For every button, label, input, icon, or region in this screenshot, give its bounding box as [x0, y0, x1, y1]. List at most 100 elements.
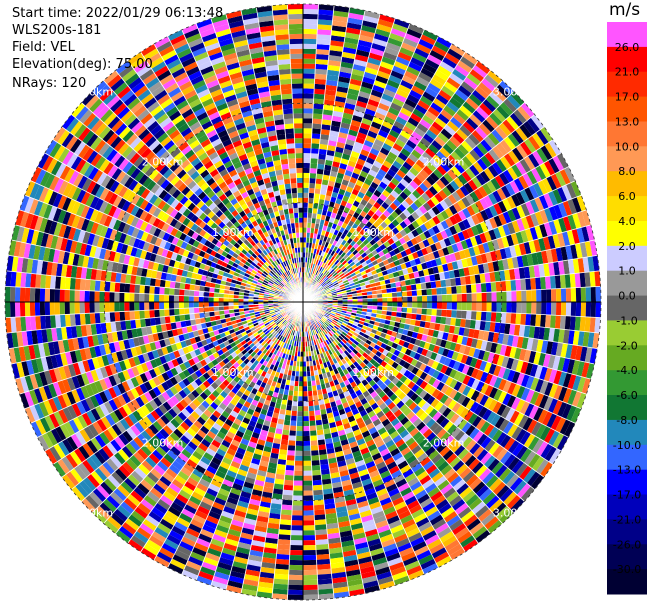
velocity-gate [162, 425, 174, 436]
velocity-gate [368, 351, 376, 359]
velocity-gate [284, 414, 292, 421]
velocity-gate [340, 346, 347, 353]
velocity-gate [400, 147, 411, 158]
velocity-gate [208, 510, 222, 520]
velocity-gate [148, 378, 157, 389]
velocity-gate [548, 430, 560, 446]
velocity-gate [567, 214, 577, 230]
velocity-gate [524, 403, 535, 417]
velocity-gate [354, 490, 366, 499]
velocity-gate [528, 325, 536, 339]
velocity-gate [89, 382, 99, 395]
velocity-gate [468, 458, 481, 471]
velocity-gate [249, 342, 255, 349]
velocity-gate [418, 182, 429, 193]
velocity-gate [343, 241, 350, 248]
velocity-gate [273, 325, 279, 331]
velocity-gate [460, 81, 475, 94]
velocity-gate [480, 282, 487, 293]
velocity-gate [565, 245, 573, 260]
velocity-gate [323, 340, 328, 347]
velocity-gate [361, 261, 368, 268]
velocity-gate [347, 508, 360, 516]
velocity-gate [75, 483, 89, 499]
velocity-gate [471, 176, 483, 189]
velocity-gate [440, 229, 449, 240]
velocity-gate [423, 383, 433, 393]
velocity-gate [393, 409, 403, 418]
velocity-gate [516, 372, 525, 386]
velocity-gate [463, 514, 478, 527]
velocity-gate [423, 220, 432, 230]
velocity-gate [447, 438, 458, 450]
velocity-gate [334, 100, 346, 108]
velocity-gate [316, 327, 321, 333]
velocity-gate [470, 367, 480, 379]
velocity-gate [359, 170, 369, 179]
velocity-gate [408, 401, 418, 411]
velocity-gate [393, 173, 403, 183]
velocity-gate [447, 48, 463, 61]
velocity-gate [348, 12, 364, 21]
velocity-gate [550, 415, 562, 431]
velocity-gate [457, 220, 467, 232]
velocity-gate [567, 374, 577, 390]
velocity-gate [520, 387, 531, 401]
velocity-gate [477, 263, 485, 274]
velocity-gate [336, 510, 349, 518]
velocity-gate [364, 108, 376, 117]
velocity-gate [496, 448, 508, 462]
velocity-gate [345, 498, 357, 506]
velocity-gate [424, 321, 431, 329]
velocity-gate [487, 331, 495, 343]
velocity-gate [349, 233, 357, 241]
velocity-gate [414, 545, 430, 557]
velocity-gate [520, 141, 533, 156]
velocity-gate [442, 535, 458, 548]
velocity-gate [148, 438, 159, 450]
velocity-gate [337, 136, 347, 144]
velocity-gate [404, 472, 417, 483]
velocity-gate [275, 473, 285, 480]
velocity-gate [440, 316, 447, 325]
velocity-gate [479, 197, 489, 210]
velocity-gate [359, 509, 373, 518]
velocity-gate [367, 152, 378, 161]
velocity-gate [376, 524, 391, 534]
velocity-gate [317, 568, 332, 575]
velocity-gate [444, 217, 454, 228]
velocity-gate [443, 468, 456, 480]
velocity-gate [330, 472, 341, 479]
velocity-gate [318, 588, 334, 595]
velocity-gate [432, 250, 440, 259]
velocity-gate [290, 415, 297, 421]
velocity-gate [300, 346, 303, 352]
velocity-gate [90, 437, 103, 451]
velocity-gate [156, 551, 173, 564]
velocity-gate [254, 525, 268, 533]
velocity-gate [311, 380, 317, 386]
velocity-gate [451, 243, 459, 253]
velocity-gate [175, 493, 189, 505]
velocity-gate [393, 18, 410, 29]
velocity-gate [44, 448, 58, 465]
velocity-gate [546, 175, 558, 191]
velocity-gate [272, 315, 278, 320]
velocity-gate [318, 449, 328, 456]
velocity-gate [377, 102, 390, 112]
velocity-gate [107, 474, 121, 489]
velocity-gate [190, 423, 200, 434]
velocity-gate [118, 525, 134, 540]
velocity-gate [336, 330, 342, 336]
velocity-gate [491, 161, 503, 175]
velocity-gate [379, 125, 391, 134]
velocity-gate [303, 83, 315, 89]
velocity-gate [336, 311, 342, 315]
velocity-gate [527, 153, 540, 168]
velocity-gate [371, 452, 382, 461]
velocity-gate [368, 245, 376, 253]
velocity-gate [402, 125, 414, 136]
velocity-gate [235, 402, 244, 410]
velocity-gate [365, 190, 374, 198]
velocity-gate [375, 285, 382, 291]
